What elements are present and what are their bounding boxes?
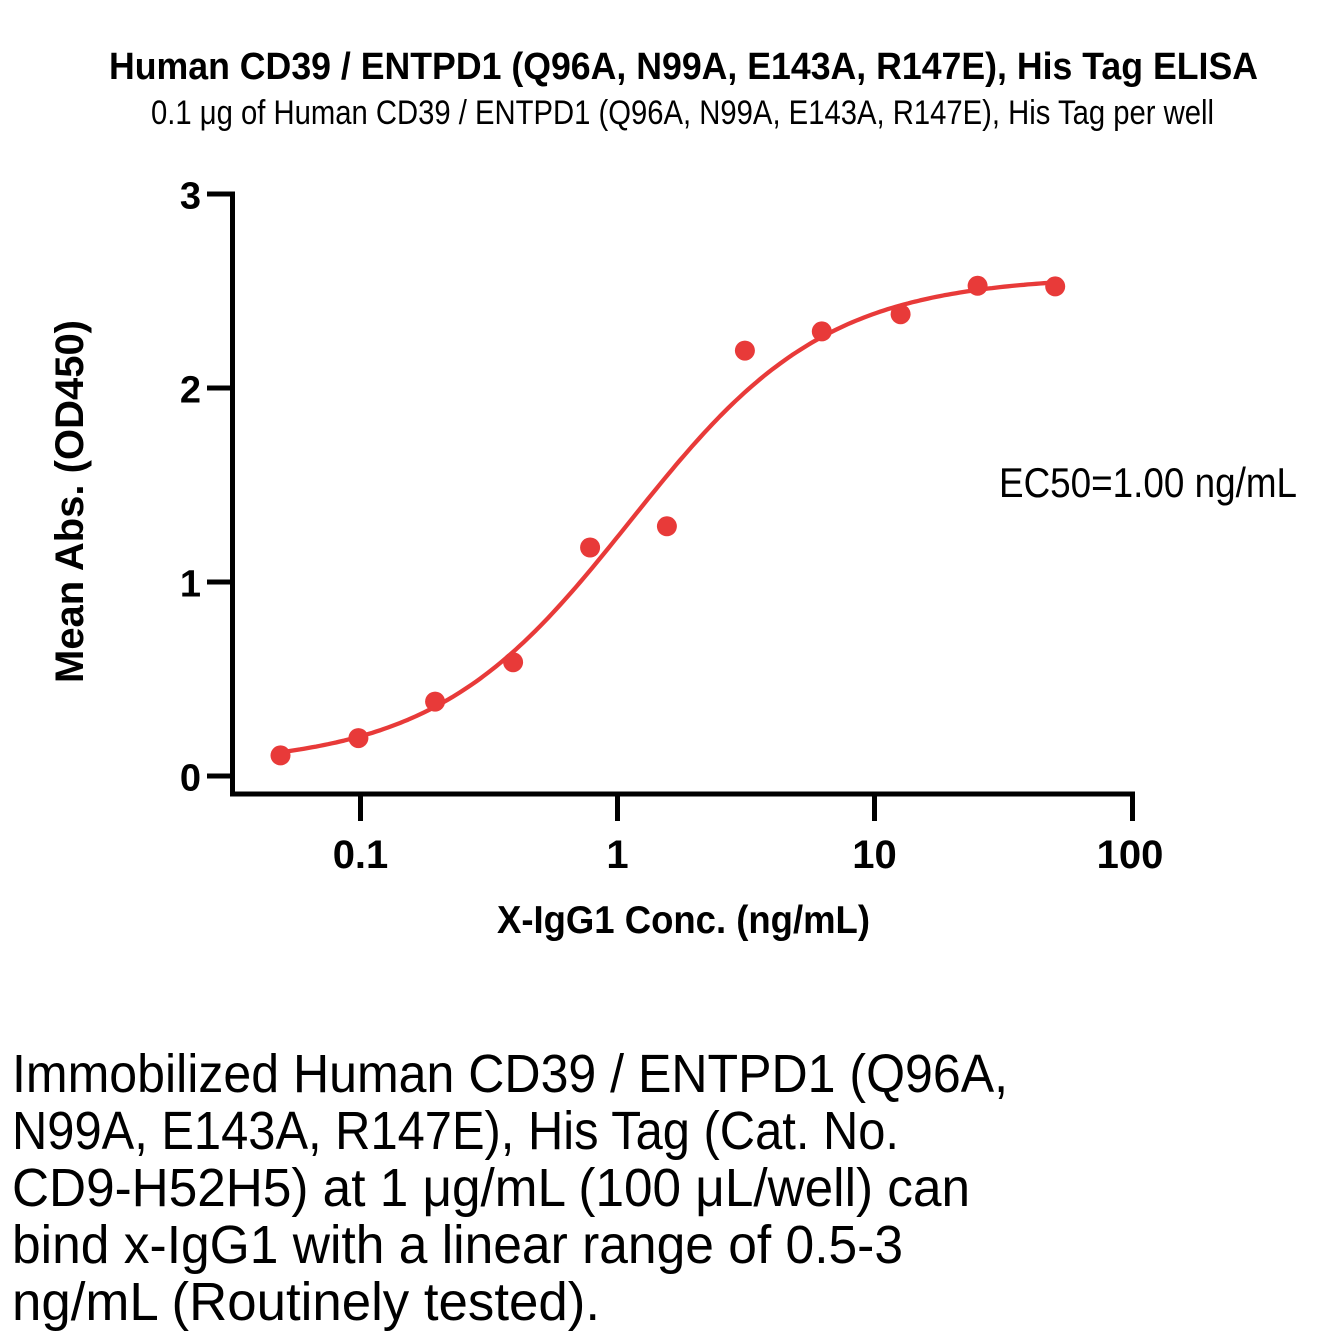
svg-text:0: 0 <box>180 758 201 800</box>
svg-text:2: 2 <box>180 370 201 412</box>
svg-text:3: 3 <box>180 176 201 218</box>
svg-text:100: 100 <box>1097 833 1164 877</box>
svg-text:Mean Abs. (OD450): Mean Abs. (OD450) <box>48 320 92 683</box>
svg-text:CD9-H52H5) at 1 μg/mL (100 μL/: CD9-H52H5) at 1 μg/mL (100 μL/well) can <box>12 1158 970 1218</box>
svg-text:10: 10 <box>852 833 897 877</box>
svg-text:0.1 μg of Human CD39 / ENTPD1: 0.1 μg of Human CD39 / ENTPD1 (Q96A, N99… <box>151 94 1214 132</box>
svg-text:Immobilized Human CD39 / ENTPD: Immobilized Human CD39 / ENTPD1 (Q96A, <box>12 1044 1008 1104</box>
svg-text:bind x-IgG1 with a linear rang: bind x-IgG1 with a linear range of 0.5-3 <box>12 1215 903 1275</box>
svg-text:0.1: 0.1 <box>333 833 389 877</box>
svg-text:Human CD39 / ENTPD1 (Q96A, N99: Human CD39 / ENTPD1 (Q96A, N99A, E143A, … <box>109 46 1258 88</box>
svg-text:EC50=1.00 ng/mL: EC50=1.00 ng/mL <box>999 459 1297 506</box>
svg-text:1: 1 <box>606 833 628 877</box>
svg-text:1: 1 <box>180 564 201 606</box>
svg-text:X-IgG1 Conc. (ng/mL): X-IgG1 Conc. (ng/mL) <box>497 899 870 942</box>
svg-text:N99A, E143A, R147E), His Tag (: N99A, E143A, R147E), His Tag (Cat. No. <box>12 1101 899 1161</box>
svg-text:ng/mL (Routinely tested).: ng/mL (Routinely tested). <box>12 1272 600 1332</box>
